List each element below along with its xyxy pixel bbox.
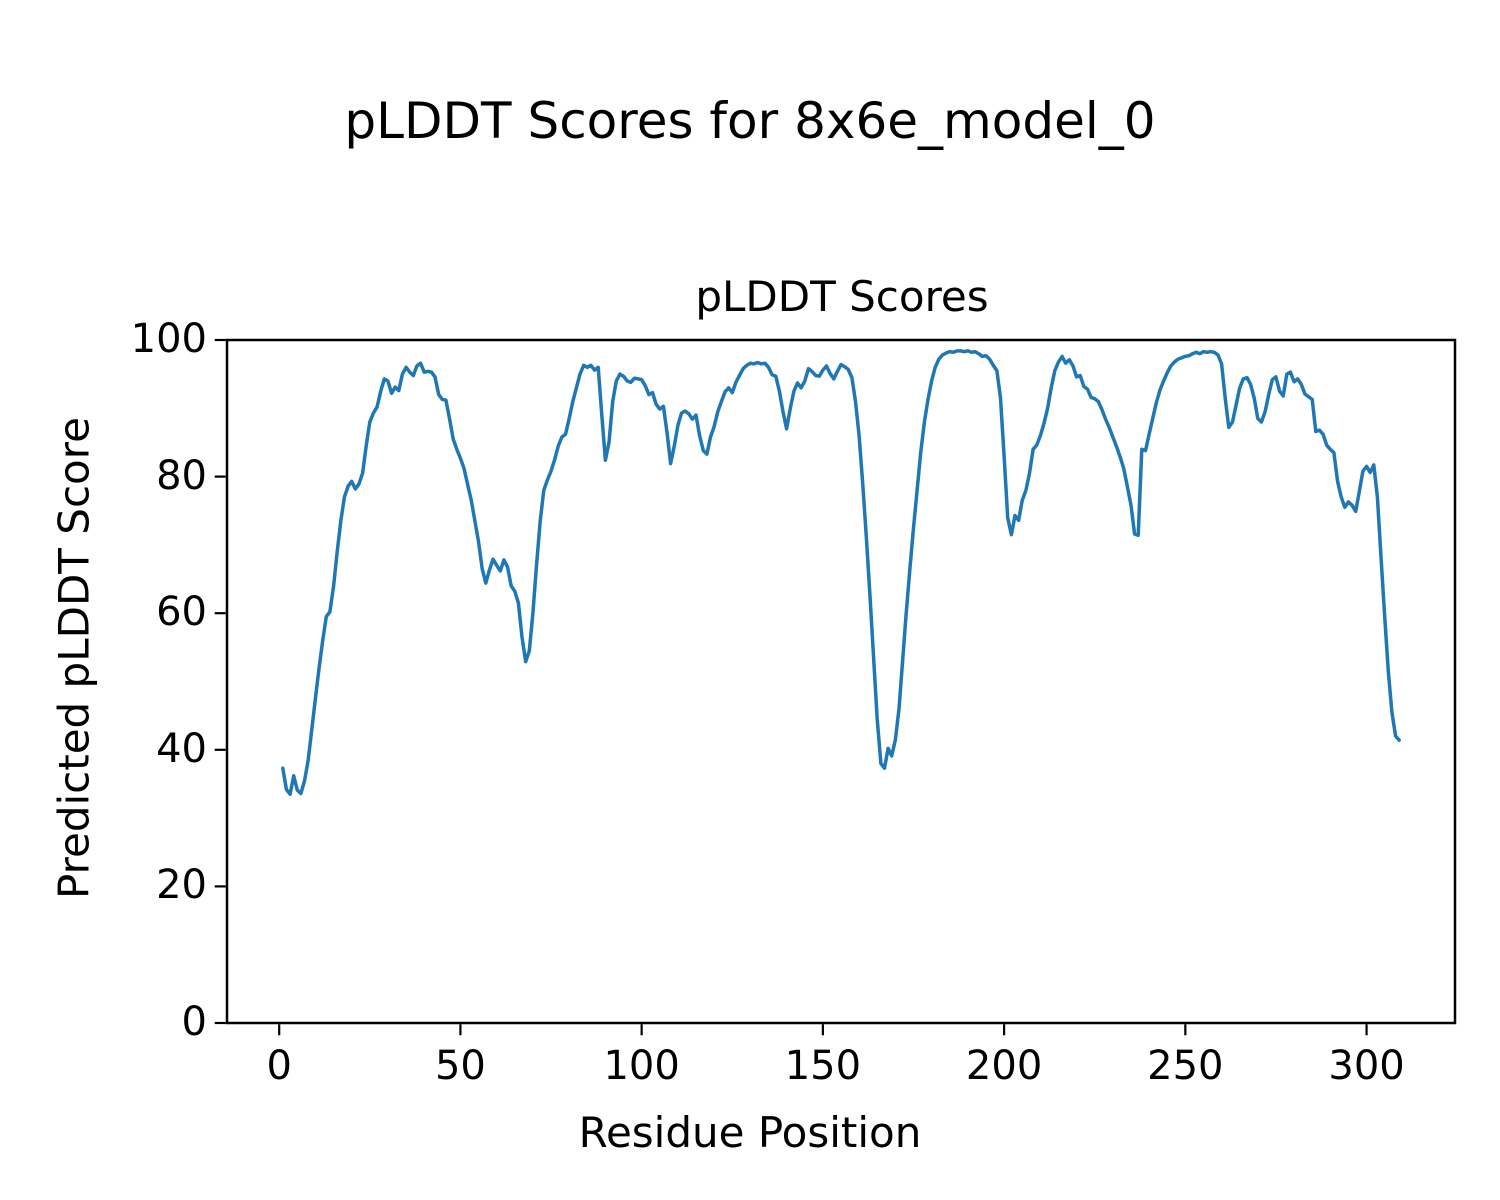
- y-tick-label: 20: [156, 862, 207, 909]
- axes-frame: [225, 338, 1457, 1025]
- x-tick-label: 100: [603, 1043, 680, 1089]
- y-tick-label: 100: [130, 316, 207, 363]
- x-tick-label: 50: [434, 1043, 486, 1089]
- plddt-line: [281, 349, 1401, 796]
- figure-title: pLDDT Scores for 8x6e_model_0: [344, 92, 1156, 150]
- x-tick-label: 0: [266, 1043, 292, 1089]
- x-axis-label: Residue Position: [578, 1108, 922, 1157]
- x-tick-label: 250: [1147, 1043, 1224, 1089]
- y-tick-label: 60: [156, 589, 207, 636]
- axes-title: pLDDT Scores: [695, 272, 989, 321]
- y-tick-label: 40: [156, 725, 207, 772]
- y-tick-label: 0: [181, 999, 207, 1046]
- x-tick-label: 150: [784, 1043, 862, 1089]
- y-axis-label: Predicted pLDDT Score: [49, 417, 99, 899]
- x-tick-label: 300: [1328, 1043, 1405, 1089]
- x-tick-label: 200: [965, 1043, 1043, 1089]
- y-tick-label: 80: [156, 452, 207, 499]
